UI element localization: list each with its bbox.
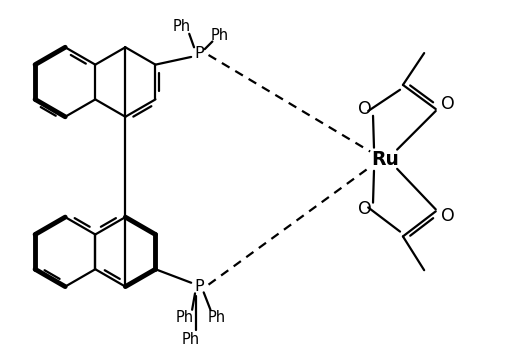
Text: P: P [194,279,204,294]
Text: Ru: Ru [372,150,399,169]
Text: Ph: Ph [182,332,200,346]
Text: Ph: Ph [207,310,226,325]
Text: O: O [442,95,455,113]
Text: Ph: Ph [172,19,191,34]
Text: O: O [442,207,455,225]
Text: O: O [358,100,372,118]
Text: O: O [358,200,372,218]
Text: Ph: Ph [211,28,229,43]
Text: P: P [194,46,204,61]
Text: Ph: Ph [175,310,193,325]
